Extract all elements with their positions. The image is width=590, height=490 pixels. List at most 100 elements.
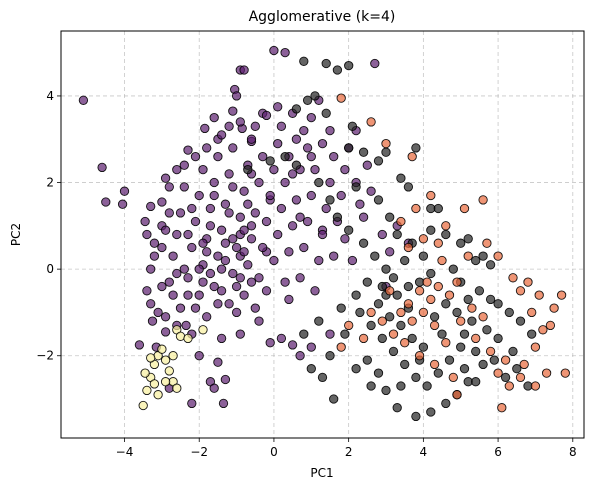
scatter-point [228,182,238,192]
scatter-point [471,346,481,357]
scatter-point [172,268,182,279]
scatter-point [403,182,414,192]
cluster-0-points [78,45,414,409]
scatter-point [140,368,150,378]
scatter-point [314,255,324,266]
scatter-point [493,368,503,378]
scatter-point [157,344,167,354]
scatter-point [325,125,335,136]
scatter-point [314,316,324,326]
scatter-point [426,190,436,201]
scatter-point [463,294,473,305]
scatter-point [422,277,432,287]
scatter-point [381,385,391,396]
plot-frame [60,30,585,439]
scatter-point [452,277,462,287]
scatter-point [146,201,156,212]
scatter-point [291,195,302,205]
scatter-point [179,182,189,192]
scatter-point [302,143,313,153]
scatter-point [228,143,238,153]
scatter-point [351,290,361,300]
scatter-point [220,238,231,248]
scatter-point [437,255,447,266]
scatter-point [160,225,171,235]
scatter-point [216,225,227,235]
scatter-point [538,325,548,335]
scatter-point [366,307,376,318]
scatter-point [138,400,148,411]
scatter-point [147,316,158,326]
scatter-point [388,346,399,357]
scatter-point [213,151,223,162]
scatter-point [482,325,492,335]
scatter-point [414,351,425,361]
scatter-point [224,299,234,309]
scatter-point [556,290,567,300]
scatter-point [291,134,302,144]
scatter-point [198,238,208,248]
scatter-point [429,312,440,322]
scatter-point [325,195,335,205]
x-axis-label: PC1 [310,466,333,480]
scatter-point [101,197,111,207]
scatter-point [183,273,193,283]
scatter-point [478,359,488,370]
scatter-point [284,294,294,305]
scatter-point [146,264,156,274]
scatter-point [246,277,257,287]
scatter-point [441,398,451,409]
scatter-point [160,355,171,365]
scatter-point [377,229,387,240]
scatter-point [332,212,343,222]
scatter-point [291,160,302,170]
scatter-point [448,264,458,274]
scatter-point [411,372,421,383]
scatter-point [426,294,436,305]
scatter-point [164,208,174,218]
axis-ticks: −4 −2 0 2 4 6 8 −2 0 2 4 [36,89,576,459]
scatter-point [523,277,533,287]
scatter-point [218,398,229,409]
scatter-point [329,394,339,404]
scatter-point [153,307,163,318]
scatter-point [246,234,257,244]
scatter-point [250,121,260,131]
scatter-point [190,216,201,227]
scatter-point [269,45,279,56]
scatter-point [527,329,537,339]
scatter-point [254,316,264,326]
scatter-point [224,169,234,179]
scatter-point [426,225,436,235]
scatter-point [168,251,178,261]
scatter-point [295,351,305,361]
scatter-point [209,112,219,123]
scatter-point [228,234,238,244]
scatter-point [396,307,406,318]
scatter-point [209,177,219,188]
scatter-point [243,199,253,209]
scatter-point [351,364,361,374]
scatter-point [478,195,488,205]
scatter-point [456,342,466,352]
scatter-point [202,143,212,153]
scatter-point [407,316,417,326]
scatter-point [243,260,253,270]
scatter-point [321,58,331,69]
scatter-point [325,177,335,188]
scatter-point [239,65,249,75]
scatter-point [471,333,481,344]
scatter-point [269,164,279,175]
scatter-point [549,303,559,313]
scatter-point [444,355,455,365]
scatter-point [388,329,399,339]
scatter-point [175,208,186,218]
scatter-point [444,290,455,300]
scatter-point [209,190,219,201]
y-tick-label: 4 [46,89,54,103]
scatter-point [273,102,283,112]
scatter-point [250,303,260,313]
scatter-point [452,390,462,400]
scatter-point [224,121,234,131]
